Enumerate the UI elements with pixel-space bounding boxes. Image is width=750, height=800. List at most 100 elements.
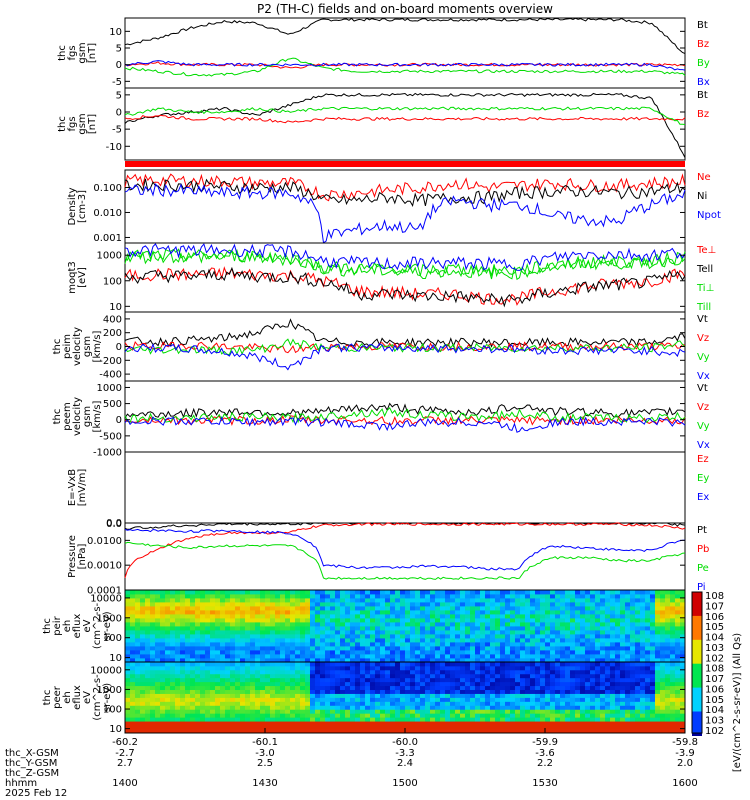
heatmap-cell xyxy=(260,673,266,679)
heatmap-cell xyxy=(135,658,141,663)
heatmap-cell xyxy=(650,705,656,710)
heatmap-cell xyxy=(235,721,241,726)
heatmap-cell xyxy=(520,701,526,706)
heatmap-cell xyxy=(490,717,496,722)
heatmap-cell xyxy=(405,618,411,623)
colorbar-cell xyxy=(692,694,702,698)
heatmap-cell xyxy=(150,673,156,679)
heatmap-cell xyxy=(485,614,491,619)
heatmap-cell xyxy=(600,642,606,647)
heatmap-cell xyxy=(325,665,331,671)
heatmap-cell xyxy=(560,721,566,726)
heatmap-cell xyxy=(220,717,226,722)
heatmap-cell xyxy=(275,622,281,627)
heatmap-cell xyxy=(215,630,221,635)
colorbar-cell xyxy=(692,701,702,705)
heatmap-cell xyxy=(185,614,191,619)
heatmap-cell xyxy=(430,701,436,706)
heatmap-cell xyxy=(125,650,131,655)
heatmap-cell xyxy=(630,713,636,718)
heatmap-cell xyxy=(435,693,441,698)
heatmap-cell xyxy=(145,693,151,698)
heatmap-cell xyxy=(375,590,381,595)
heatmap-cell xyxy=(665,669,671,675)
heatmap-cell xyxy=(475,606,481,611)
heatmap-cell xyxy=(210,713,216,718)
heatmap-cell xyxy=(480,713,486,718)
heatmap-cell xyxy=(415,662,421,667)
heatmap-cell xyxy=(580,685,586,691)
heatmap-cell xyxy=(220,721,226,726)
heatmap-cell xyxy=(670,634,676,639)
heatmap-cell xyxy=(600,622,606,627)
heatmap-cell xyxy=(125,701,131,706)
heatmap-cell xyxy=(505,665,511,671)
heatmap-cell xyxy=(495,630,501,635)
heatmap-cell xyxy=(460,677,466,683)
heatmap-cell xyxy=(520,662,526,667)
heatmap-cell xyxy=(520,654,526,659)
heatmap-cell xyxy=(615,689,621,694)
heatmap-cell xyxy=(555,662,561,667)
heatmap-cell xyxy=(370,689,376,694)
heatmap-cell xyxy=(335,669,341,675)
heatmap-cell xyxy=(210,626,216,631)
heatmap-cell xyxy=(625,729,631,734)
heatmap-cell xyxy=(505,642,511,647)
heatmap-cell xyxy=(465,594,471,599)
heatmap-cell xyxy=(425,669,431,675)
heatmap-cell xyxy=(270,725,276,730)
heatmap-cell xyxy=(530,654,536,659)
heatmap-cell xyxy=(455,590,461,595)
heatmap-cell xyxy=(545,634,551,639)
heatmap-cell xyxy=(490,689,496,694)
heatmap-cell xyxy=(440,729,446,734)
heatmap-cell xyxy=(540,590,546,595)
heatmap-cell xyxy=(315,685,321,691)
heatmap-cell xyxy=(525,697,531,702)
heatmap-cell xyxy=(190,713,196,718)
colorbar-cell xyxy=(692,704,702,708)
heatmap-cell xyxy=(440,701,446,706)
heatmap-cell xyxy=(420,610,426,615)
heatmap-cell xyxy=(660,658,666,663)
heatmap-cell xyxy=(465,590,471,595)
heatmap-cell xyxy=(640,677,646,683)
heatmap-cell xyxy=(425,701,431,706)
heatmap-cell xyxy=(365,709,371,714)
heatmap-cell xyxy=(160,590,166,595)
heatmap-cell xyxy=(435,681,441,687)
heatmap-cell xyxy=(650,594,656,599)
heatmap-cell xyxy=(270,729,276,734)
heatmap-cell xyxy=(605,590,611,595)
heatmap-cell xyxy=(410,590,416,595)
heatmap-cell xyxy=(365,665,371,671)
heatmap-cell xyxy=(350,677,356,683)
heatmap-cell xyxy=(615,717,621,722)
heatmap-cell xyxy=(365,634,371,639)
heatmap-cell xyxy=(625,594,631,599)
heatmap-cell xyxy=(380,626,386,631)
heatmap-cell xyxy=(635,634,641,639)
heatmap-cell xyxy=(380,630,386,635)
heatmap-cell xyxy=(205,697,211,702)
heatmap-cell xyxy=(665,697,671,702)
heatmap-cell xyxy=(225,606,231,611)
heatmap-cell xyxy=(190,662,196,667)
heatmap-cell xyxy=(180,606,186,611)
heatmap-cell xyxy=(145,713,151,718)
heatmap-cell xyxy=(230,709,236,714)
heatmap-cell xyxy=(610,594,616,599)
heatmap-cell xyxy=(480,709,486,714)
heatmap-cell xyxy=(240,642,246,647)
heatmap-cell xyxy=(420,642,426,647)
heatmap-cell xyxy=(660,729,666,734)
legend-entry-ti: Ti⊥ xyxy=(696,283,714,294)
heatmap-cell xyxy=(175,693,181,698)
heatmap-cell xyxy=(680,705,686,710)
heatmap-cell xyxy=(395,638,401,643)
heatmap-cell xyxy=(340,713,346,718)
series-line-ti xyxy=(124,249,686,281)
heatmap-cell xyxy=(470,665,476,671)
heatmap-cell xyxy=(250,658,256,663)
